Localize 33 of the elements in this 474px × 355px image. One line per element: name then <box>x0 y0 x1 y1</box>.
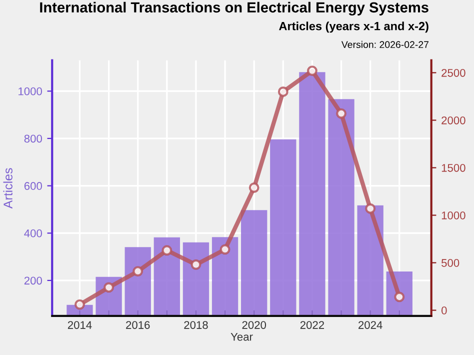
point <box>365 203 376 214</box>
x-tick-label: 2018 <box>184 321 208 329</box>
point <box>248 182 260 193</box>
chart-title: International Transactions on Electrical Energy Systems <box>40 2 428 16</box>
x-tick-label: 2020 <box>242 321 266 329</box>
point <box>74 299 85 310</box>
point <box>132 266 144 277</box>
text: Version: 2026-02-27 <box>341 40 428 48</box>
y-tick-label: 600 <box>24 182 42 190</box>
point <box>162 245 172 256</box>
x-tick-label: 2014 <box>68 321 92 329</box>
point <box>336 108 346 119</box>
y2-tick-label: 2000 <box>442 116 466 124</box>
chart-subtitle: Articles (years x-1 and x-2) <box>279 22 428 33</box>
y2-tick-label: 500 <box>442 259 460 267</box>
point <box>220 244 230 255</box>
x-axis-title: Year <box>230 332 253 341</box>
point <box>278 86 288 97</box>
point <box>104 282 114 293</box>
y-tick-label: 1000 <box>18 87 42 96</box>
point <box>306 66 318 76</box>
point <box>190 259 202 270</box>
x-tick-label: 2024 <box>358 321 382 329</box>
y2-tick-label: 0 <box>441 306 447 314</box>
x-tick-label: 2022 <box>300 321 324 329</box>
y-tick-label: 200 <box>24 276 42 285</box>
y-tick-label: 400 <box>24 229 42 238</box>
y2-tick-label: 1500 <box>442 164 466 172</box>
y2-tick-label: 2500 <box>442 68 466 77</box>
y-tick-label: 800 <box>24 134 42 143</box>
y2-tick-label: 1000 <box>442 212 466 220</box>
y-axis-title: Articles <box>3 168 12 209</box>
x-tick-label: 2016 <box>126 321 150 329</box>
